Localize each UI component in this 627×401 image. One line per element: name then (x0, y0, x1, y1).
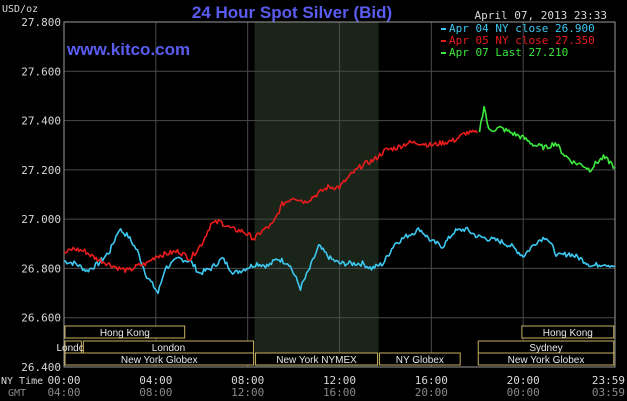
x-tick-label-gmt: 00:00 (507, 386, 540, 399)
x-tick-label-ny: 12:00 (323, 374, 356, 387)
x-tick-label-ny: 16:00 (415, 374, 448, 387)
series-line-0 (63, 226, 616, 295)
x-tick-label-ny: 00:00 (47, 374, 80, 387)
session-box (379, 352, 461, 366)
x-tick-label-gmt: 20:00 (415, 386, 448, 399)
legend-entry: Apr 05 NY close 27.350 (449, 34, 595, 47)
session-label: New York NYMEX (276, 355, 357, 366)
y-axis-label: USD/oz (2, 4, 38, 15)
session-box (64, 352, 255, 366)
session-label: Hong Kong (543, 328, 593, 339)
nymex-session-band (254, 22, 379, 367)
y-tick-label: 26.600 (21, 312, 61, 325)
session-box (521, 325, 615, 339)
y-axis-ticks: 27.800 27.600 27.400 27.200 27.000 26.800 26.6… (21, 16, 61, 374)
session-box (477, 352, 615, 366)
x-tick-label-ny: 08:00 (231, 374, 264, 387)
session-label: NY Globex (396, 355, 444, 366)
legend-entry: Apr 07 Last 27.210 (449, 46, 568, 59)
session-label: New York Globex (121, 355, 198, 366)
x-axis-ticks: 00:0004:0004:0008:0008:0012:0012:0016:00… (47, 374, 625, 399)
legend-swatch (441, 40, 446, 42)
session-box (255, 352, 379, 366)
x-row-label-ny: NY Time (1, 376, 43, 387)
kitco-watermark: www.kitco.com (66, 40, 190, 59)
x-tick-label-ny: 20:00 (507, 374, 540, 387)
y-tick-label: 27.400 (21, 115, 61, 128)
x-tick-label-gmt: 04:00 (47, 386, 80, 399)
legend-swatch (441, 28, 446, 30)
session-label: London (56, 343, 89, 354)
session-label: Hong Kong (100, 328, 150, 339)
y-tick-label: 27.200 (21, 164, 61, 177)
session-box (64, 325, 186, 339)
x-tick-label-gmt: 12:00 (231, 386, 264, 399)
x-tick-label-gmt: 03:59 (592, 386, 625, 399)
session-label: Sydney (529, 343, 562, 354)
y-tick-label: 27.800 (21, 16, 61, 29)
x-row-label-gmt: GMT (8, 388, 26, 399)
series-line-2 (478, 105, 616, 173)
chart-title: 24 Hour Spot Silver (Bid) (192, 3, 392, 22)
x-tick-label-gmt: 08:00 (139, 386, 172, 399)
y-tick-label: 27.000 (21, 213, 61, 226)
price-series (63, 105, 616, 295)
x-tick-label-gmt: 16:00 (323, 386, 356, 399)
legend-entry: Apr 04 NY close 26.900 (449, 22, 595, 35)
chart-date: April 07, 2013 23:33 (475, 9, 607, 22)
y-tick-label: 26.400 (21, 361, 61, 374)
session-label: London (152, 343, 185, 354)
x-tick-label-ny: 04:00 (139, 374, 172, 387)
session-label: New York Globex (508, 355, 585, 366)
y-tick-label: 26.800 (21, 262, 61, 275)
legend-swatch (441, 52, 446, 54)
plot-frame (63, 21, 616, 368)
series-line-1 (63, 129, 478, 274)
y-tick-label: 27.600 (21, 65, 61, 78)
x-tick-label-ny: 23:59 (592, 374, 625, 387)
